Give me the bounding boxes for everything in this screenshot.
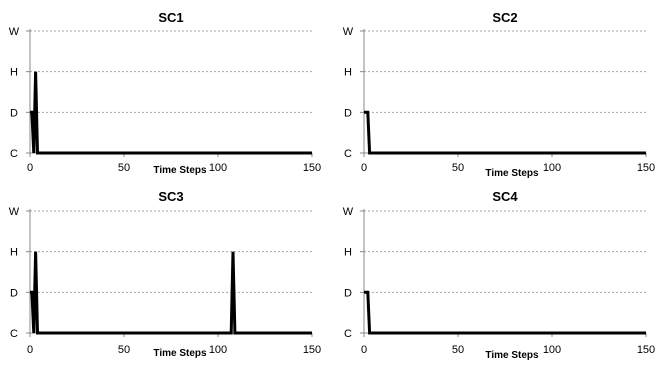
- series-line: [30, 71, 312, 155]
- x-axis-label: Time Steps: [485, 350, 539, 360]
- x-tick-label: 50: [118, 344, 130, 356]
- y-tick-label: W: [343, 26, 354, 38]
- y-tick-label: W: [9, 26, 20, 38]
- x-tick-label: 100: [543, 344, 561, 356]
- panel-sc3: SC3 C D H W 0 50 100 150 Time Steps: [9, 189, 321, 359]
- x-axis-label: Time Steps: [153, 165, 207, 176]
- x-axis-label: Time Steps: [153, 348, 207, 359]
- x-tick-label: 50: [118, 162, 130, 174]
- y-tick-label: H: [10, 247, 18, 259]
- x-tick-label: 0: [27, 162, 33, 174]
- x-tick-label: 50: [452, 344, 464, 356]
- y-tick-label: D: [344, 107, 352, 119]
- y-tick-label: D: [344, 287, 352, 299]
- y-tick-label: C: [10, 328, 18, 340]
- x-tick-label: 100: [209, 344, 227, 356]
- panel-sc2: SC2 C D H W 0 50 100 150 Time Steps: [343, 10, 655, 179]
- chart-title: SC2: [492, 10, 517, 25]
- y-tick-label: C: [344, 148, 352, 160]
- series-line: [364, 110, 646, 155]
- x-tick-label: 150: [303, 162, 321, 174]
- y-tick-label: C: [10, 148, 18, 160]
- x-tick-label: 150: [637, 162, 655, 174]
- chart-title: SC1: [158, 10, 183, 25]
- y-tick-label: H: [10, 67, 18, 79]
- chart-title: SC3: [158, 189, 183, 204]
- panel-sc1: SC1 C D H W 0 50 100 150 Time Steps: [9, 10, 321, 176]
- x-tick-label: 150: [303, 344, 321, 356]
- panel-sc4: SC4 C D H W 0 50 100 150 Time Steps: [343, 189, 655, 361]
- x-tick-label: 0: [361, 344, 367, 356]
- x-tick-label: 0: [361, 162, 367, 174]
- y-tick-label: D: [10, 287, 18, 299]
- series-line: [364, 290, 646, 335]
- x-axis-label: Time Steps: [485, 168, 539, 179]
- y-tick-label: W: [343, 206, 354, 218]
- y-tick-label: D: [10, 107, 18, 119]
- y-tick-label: C: [344, 328, 352, 340]
- y-tick-label: W: [9, 206, 20, 218]
- y-tick-label: H: [344, 247, 352, 259]
- x-tick-label: 0: [27, 344, 33, 356]
- chart-title: SC4: [492, 189, 518, 204]
- series-line: [30, 251, 312, 335]
- x-tick-label: 100: [209, 162, 227, 174]
- y-tick-label: H: [344, 67, 352, 79]
- x-tick-label: 150: [637, 344, 655, 356]
- x-tick-label: 50: [452, 162, 464, 174]
- x-tick-label: 100: [543, 162, 561, 174]
